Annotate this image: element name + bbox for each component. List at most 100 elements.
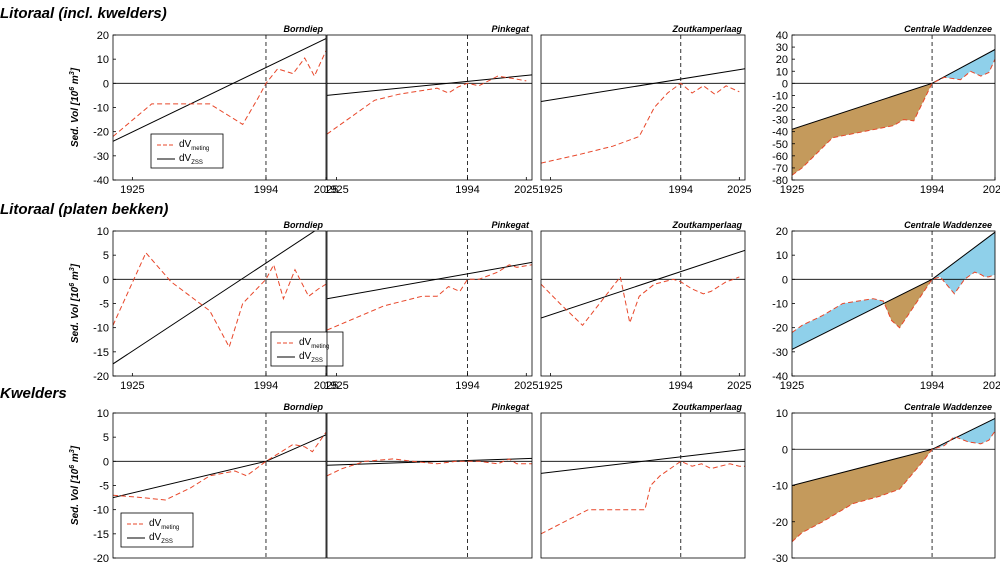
y-tick-label: -40 — [772, 127, 788, 139]
legend-zss-subscript: ZSS — [311, 358, 323, 364]
y-tick-label: -20 — [93, 371, 109, 383]
x-tick-label: 1994 — [455, 184, 479, 196]
y-tick-label: 10 — [776, 250, 788, 262]
y-tick-label: -80 — [772, 175, 788, 187]
series-dvmeting-line — [327, 458, 532, 477]
panel-borndiep-row3: Borndiep -20 -15 -10 -5 0 5 10 Sed. Vol [106 m3]… — [69, 402, 327, 563]
x-tick-label: 2025 — [727, 380, 751, 392]
legend-box — [270, 331, 344, 367]
series-dvmeting-line — [792, 430, 995, 543]
x-tick-label: 1994 — [920, 380, 944, 392]
series-dvmeting-line — [113, 432, 326, 501]
y-axis-label-exponent: 3 — [69, 267, 76, 271]
y-axis-label-part: ] — [70, 67, 81, 72]
series-dvzss-line — [327, 74, 532, 96]
series-lines — [327, 261, 532, 331]
series-lines — [541, 448, 745, 535]
panel-title: Centrale Waddenzee — [904, 402, 992, 412]
y-tick-label: 10 — [97, 54, 109, 66]
series-dvzss-line — [541, 448, 745, 474]
series-dvmeting-line — [113, 50, 326, 137]
x-tick-label: 1925 — [324, 380, 348, 392]
y-tick-label: 10 — [97, 408, 109, 420]
axes-box — [326, 34, 533, 181]
series-lines — [541, 249, 745, 327]
y-axis-label-part: ] — [70, 445, 81, 450]
panel-borndiep-row2: Borndiep -20 -15 -10 -5 0 5 10 1925 1994 2025 Sed. … — [69, 220, 344, 392]
legend-meting-subscript: meting — [161, 525, 179, 531]
panel-title: Borndiep — [284, 220, 324, 230]
x-tick-label: 1994 — [254, 380, 278, 392]
series-lines — [113, 231, 326, 365]
axes-box — [326, 412, 533, 559]
legend-zss-subscript: ZSS — [161, 539, 173, 545]
y-axis-label: Sed. Vol [106 m3] — [69, 445, 81, 525]
area-fill-after-1994 — [932, 232, 995, 294]
y-tick-label: -60 — [772, 151, 788, 163]
y-tick-label: 20 — [97, 30, 109, 42]
x-tick-label: 1994 — [254, 184, 278, 196]
y-tick-label: -70 — [772, 163, 788, 175]
y-tick-label: 0 — [103, 456, 109, 468]
series-dvzss-line — [327, 261, 532, 300]
panel-zoutkamperlaag-row1: Zoutkamperlaag 1925 1994 2025 — [538, 24, 751, 196]
x-tick-label: 1925 — [780, 380, 804, 392]
y-tick-label: 30 — [776, 42, 788, 54]
y-axis-label-part: m — [70, 453, 81, 465]
panel-pinkegat-row1: Pinkegat 1925 1994 2025 — [324, 24, 538, 196]
x-tick-label: 2025 — [514, 380, 538, 392]
axes-box — [540, 412, 746, 559]
panel-zoutkamperlaag-row2: Zoutkamperlaag 1925 1994 2025 — [538, 220, 751, 392]
series-dvmeting-line — [541, 460, 745, 535]
area-fill-before-1994 — [792, 83, 933, 176]
series-dvmeting-line — [541, 82, 740, 164]
series-lines — [327, 74, 532, 135]
y-tick-label: -10 — [772, 90, 788, 102]
panel-title: Borndiep — [284, 402, 324, 412]
panel-title: Borndiep — [284, 24, 324, 34]
y-tick-label: 0 — [103, 78, 109, 90]
series-dvzss-line — [541, 249, 745, 319]
panel-title: Zoutkamperlaag — [671, 220, 742, 230]
x-tick-label: 1925 — [120, 184, 144, 196]
series-dvmeting-line — [792, 58, 995, 176]
legend-box — [150, 133, 224, 169]
panel-pinkegat-row3: Pinkegat — [326, 402, 533, 559]
x-tick-label: 1994 — [455, 380, 479, 392]
y-tick-label: -10 — [93, 505, 109, 517]
panel-borndiep-row1: Borndiep -40 -30 -20 -10 0 10 20 1925 1994 2025 Sed… — [69, 24, 338, 196]
y-tick-label: -20 — [772, 517, 788, 529]
x-tick-label: 1925 — [780, 184, 804, 196]
y-tick-label: 20 — [776, 226, 788, 238]
legend-meting-subscript: meting — [191, 146, 209, 152]
legend-box — [120, 512, 194, 548]
y-tick-label: 20 — [776, 54, 788, 66]
y-axis-label-part: m — [70, 271, 81, 283]
series-lines — [792, 49, 995, 176]
panel-title: Centrale Waddenzee — [904, 220, 992, 230]
y-tick-label: 0 — [782, 444, 788, 456]
x-tick-label: 2025 — [983, 380, 1000, 392]
series-dvmeting-line — [327, 75, 527, 135]
panel-centrale-waddenzee-row2: Centrale Waddenzee -40 -30 -20 -10 0 10 20 1925 1… — [772, 220, 1000, 392]
y-tick-label: 0 — [782, 274, 788, 286]
x-tick-label: 1925 — [120, 380, 144, 392]
series-dvmeting-line — [792, 271, 995, 333]
x-tick-label: 2025 — [727, 184, 751, 196]
axes-box — [540, 34, 746, 181]
y-axis-label-exponent: 3 — [69, 449, 76, 453]
y-tick-label: -10 — [772, 481, 788, 493]
y-tick-label: -20 — [772, 323, 788, 335]
y-tick-label: -20 — [772, 103, 788, 115]
x-tick-label: 2025 — [314, 184, 338, 196]
y-tick-label: 0 — [782, 78, 788, 90]
y-tick-label: -10 — [93, 103, 109, 115]
panel-title: Pinkegat — [491, 220, 530, 230]
panel-title: Pinkegat — [491, 402, 530, 412]
y-axis-label: Sed. Vol [106 m3] — [69, 67, 81, 147]
y-axis-label-part: Sed. Vol [10 — [70, 468, 81, 525]
x-tick-label: 1994 — [920, 184, 944, 196]
series-lines — [113, 38, 326, 142]
panel-zoutkamperlaag-row3: Zoutkamperlaag — [540, 402, 746, 559]
